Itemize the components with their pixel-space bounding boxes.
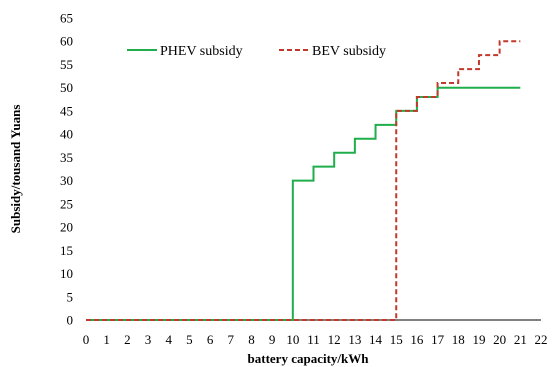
x-tick-label: 18 [452,332,465,347]
x-tick-label: 13 [348,332,361,347]
series-layer [86,40,521,321]
x-tick-label: 0 [83,332,90,347]
x-tick-label: 21 [514,332,527,347]
x-axis-ticks: 0 1 2 3 4 5 6 7 8 9 10 11 12 13 14 15 16 17 18 19 20 21 22 [83,332,548,347]
x-axis-title: battery capacity/kWh [248,351,370,366]
x-tick-label: 20 [493,332,506,347]
y-tick-label: 20 [60,220,73,235]
y-tick-label: 65 [60,11,73,26]
legend-bev-label: BEV subsidy [312,44,386,59]
legend-phev-label: PHEV subsidy [160,44,243,59]
y-tick-label: 45 [60,103,73,118]
x-tick-label: 15 [390,332,403,347]
x-tick-label: 1 [103,332,110,347]
y-tick-label: 55 [60,57,73,72]
legend: PHEV subsidy BEV subsidy [127,44,386,59]
y-tick-label: 5 [67,289,74,304]
x-tick-label: 9 [269,332,276,347]
y-tick-label: 10 [60,266,73,281]
x-tick-label: 3 [145,332,152,347]
y-tick-label: 50 [60,80,73,95]
x-tick-label: 7 [228,332,235,347]
y-tick-label: 35 [60,150,73,165]
x-tick-label: 2 [124,332,131,347]
phev-subsidy-line [86,86,521,321]
x-tick-label: 14 [369,332,383,347]
x-tick-label: 12 [328,332,341,347]
x-tick-label: 17 [431,332,445,347]
x-tick-label: 19 [472,332,485,347]
x-tick-label: 6 [207,332,214,347]
y-axis-title: Subsidy/tousand Yuans [8,105,23,234]
y-tick-label: 40 [60,127,73,142]
x-tick-label: 16 [410,332,424,347]
x-tick-label: 22 [535,332,548,347]
bev-subsidy-line [86,40,521,321]
x-tick-label: 11 [307,332,320,347]
x-tick-label: 10 [286,332,299,347]
x-tick-label: 4 [165,332,172,347]
x-tick-label: 5 [186,332,193,347]
y-tick-label: 60 [60,34,73,49]
y-tick-label: 0 [67,313,74,328]
x-tick-label: 8 [248,332,255,347]
y-axis-ticks: 0 5 10 15 20 25 30 35 40 45 50 55 60 65 [60,11,73,328]
y-tick-label: 15 [60,243,73,258]
y-tick-label: 30 [60,173,73,188]
y-tick-label: 25 [60,196,73,211]
